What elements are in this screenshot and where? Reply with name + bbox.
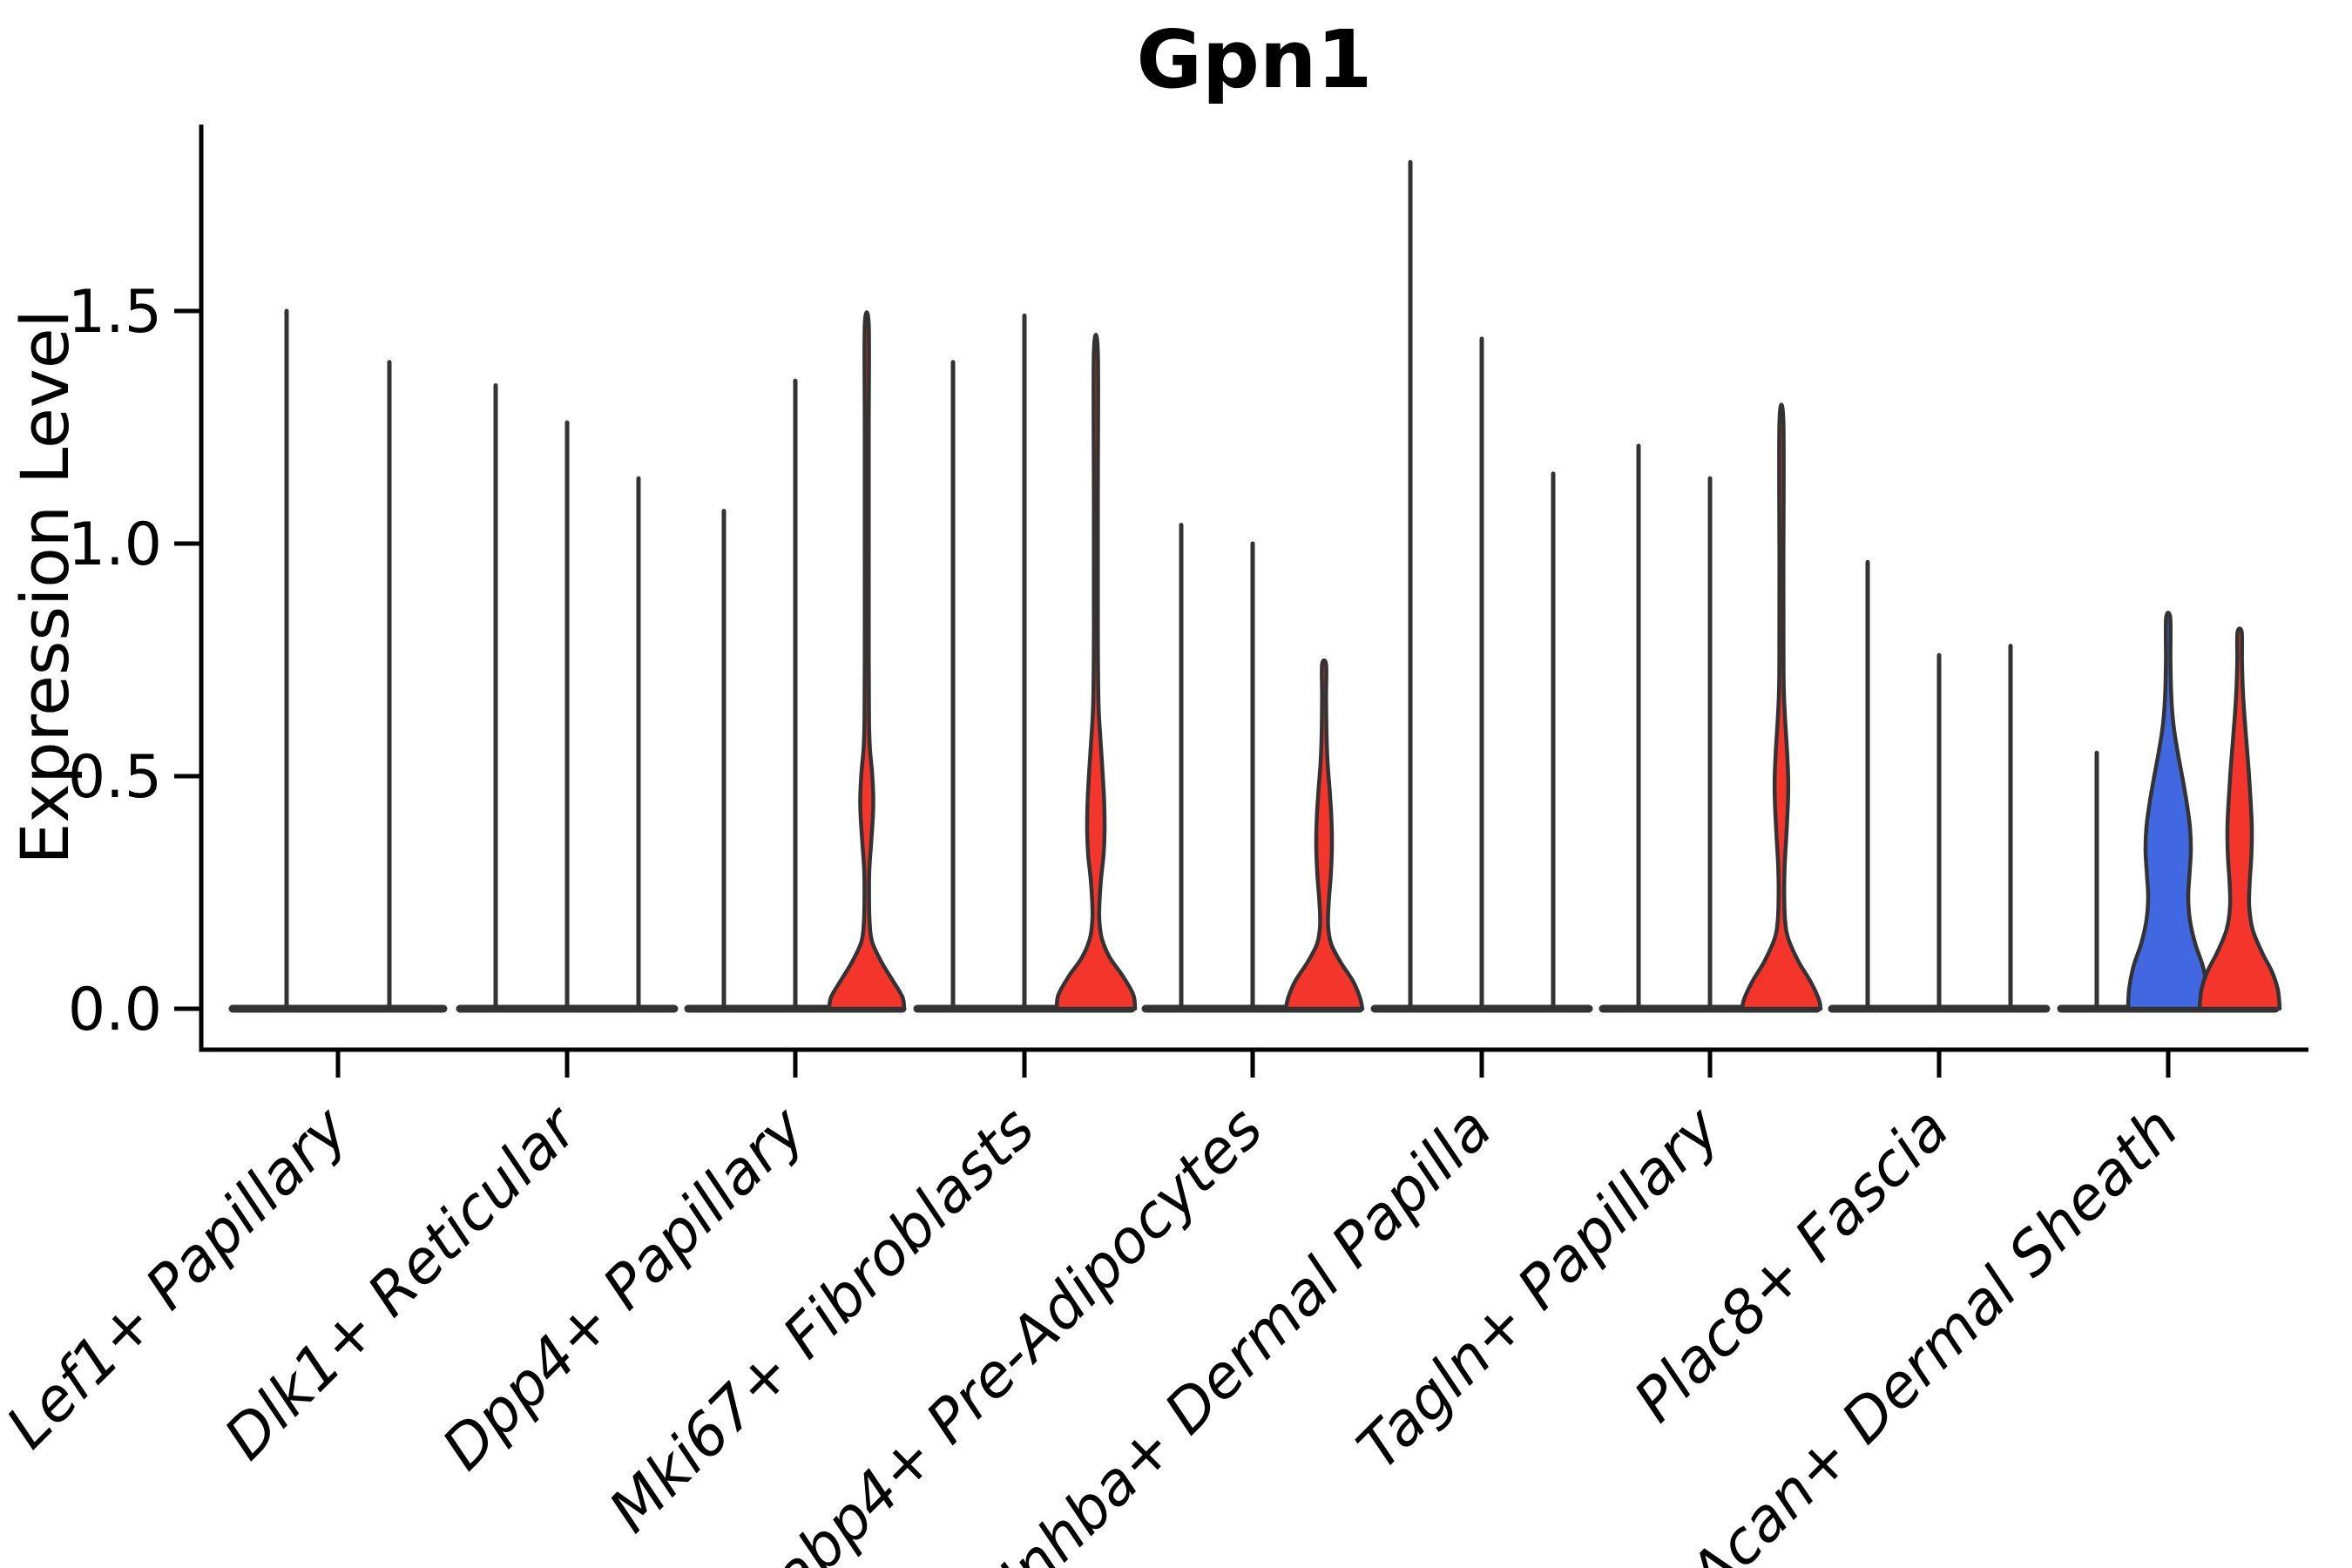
x-tick-label: Mki67+ Fibroblasts [597, 1094, 1048, 1545]
violin-filled-red [1283, 658, 1365, 1011]
violin-filled-blue [2126, 611, 2211, 1011]
y-tick-label: 0.0 [68, 976, 162, 1044]
y-tick-label: 1.0 [68, 510, 162, 579]
violin-filled-red [1054, 333, 1138, 1011]
violin-filled-red [2197, 626, 2282, 1011]
y-tick-label: 0.5 [68, 743, 162, 812]
violin-filled-red [1740, 402, 1823, 1011]
y-axis-label: Expression Level [6, 309, 84, 864]
y-tick-label: 1.5 [68, 278, 162, 347]
violin-filled-red [827, 310, 907, 1011]
chart-title: Gpn1 [1137, 13, 1373, 106]
